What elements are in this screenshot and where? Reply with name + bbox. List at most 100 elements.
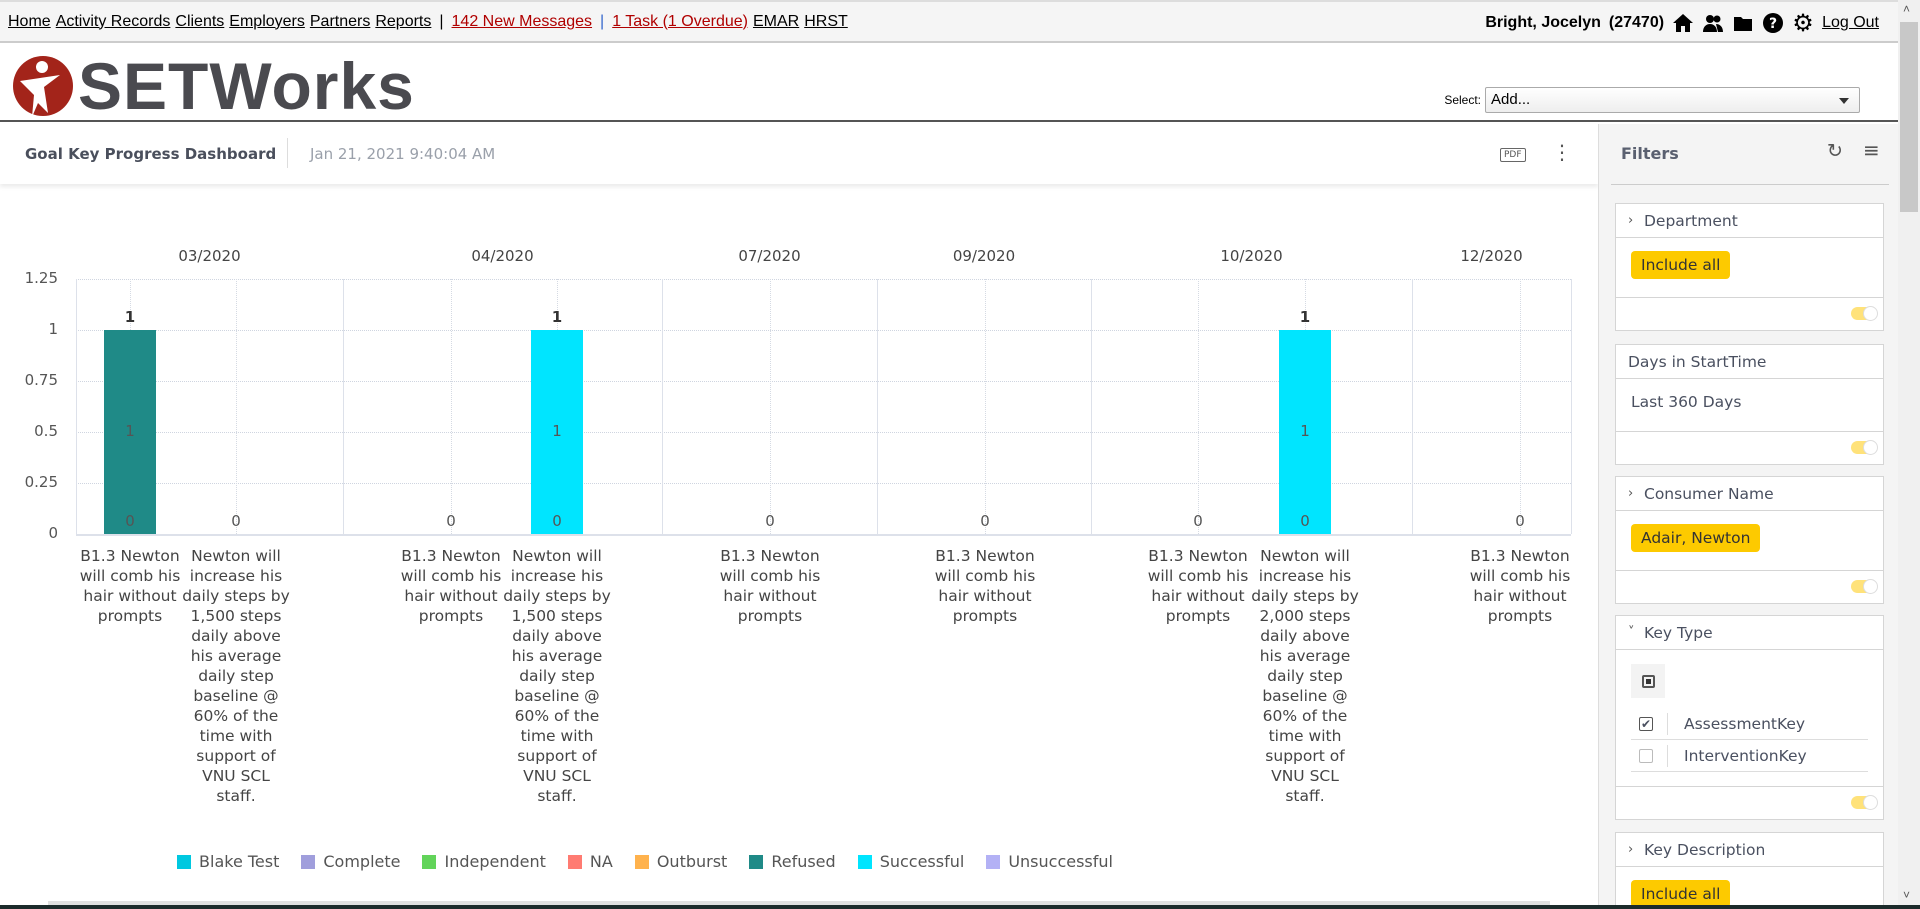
- filter-toggle[interactable]: [1851, 579, 1878, 594]
- period-label: 04/2020: [471, 247, 534, 265]
- bar-mid-label: 1: [1300, 422, 1310, 440]
- filter-toggle[interactable]: [1851, 440, 1878, 455]
- bar-value-label: 0: [765, 512, 775, 530]
- legend-item-unsuccessful[interactable]: Unsuccessful: [986, 852, 1113, 871]
- add-select[interactable]: Add...: [1485, 87, 1860, 113]
- nav-separator: |: [600, 12, 605, 30]
- filter-title: Days in StartTime: [1628, 352, 1767, 371]
- vertical-scrollbar[interactable]: ˄ ˅: [1898, 0, 1920, 906]
- filter-chip[interactable]: Adair, Newton: [1631, 524, 1761, 552]
- nav-tasks[interactable]: 1 Task (1 Overdue): [612, 12, 748, 30]
- svg-text:?: ?: [1769, 16, 1777, 32]
- nav-hrst[interactable]: HRST: [804, 12, 848, 30]
- category-label: B1.3 Newton will comb his hair without p…: [400, 547, 502, 625]
- checkbox-checked-icon[interactable]: ✔: [1639, 716, 1653, 731]
- group-divider: [1091, 279, 1092, 534]
- dashboard-title: Goal Key Progress Dashboard: [25, 145, 277, 163]
- legend-item-na[interactable]: NA: [567, 852, 613, 871]
- filter-toggle[interactable]: [1851, 306, 1878, 321]
- filter-body: Include all: [1616, 238, 1883, 298]
- logout-link[interactable]: Log Out: [1822, 14, 1879, 31]
- pdf-export-button[interactable]: PDF: [1500, 148, 1526, 162]
- legend-swatch: [634, 854, 649, 869]
- scroll-up-icon[interactable]: ˄: [1903, 2, 1911, 16]
- keytype-option-assessment[interactable]: ✔ AssessmentKey: [1631, 708, 1868, 740]
- option-label: AssessmentKey: [1684, 714, 1806, 733]
- group-divider: [877, 279, 878, 534]
- bar-value-label: 1: [124, 308, 136, 326]
- filter-toggle[interactable]: [1851, 795, 1878, 810]
- period-label: 10/2020: [1220, 247, 1283, 265]
- filter-header[interactable]: › Key Description: [1616, 833, 1883, 867]
- legend-label: NA: [589, 852, 613, 871]
- group-divider: [76, 279, 77, 534]
- bar-mid-label: 1: [125, 422, 135, 440]
- help-icon[interactable]: ?: [1762, 12, 1784, 34]
- nav-home[interactable]: Home: [8, 12, 51, 30]
- filter-chip[interactable]: Include all: [1631, 880, 1731, 908]
- select-all-checkbox[interactable]: [1631, 664, 1665, 698]
- category-label: B1.3 Newton will comb his hair without p…: [934, 547, 1036, 625]
- dashboard-timestamp: Jan 21, 2021 9:40:04 AM: [310, 145, 496, 163]
- gridline-horizontal: [76, 279, 1571, 280]
- legend-item-blake-test[interactable]: Blake Test: [177, 852, 279, 871]
- filter-chip[interactable]: Include all: [1631, 251, 1731, 279]
- home-icon[interactable]: [1672, 12, 1694, 34]
- checkbox-unchecked-icon[interactable]: [1639, 748, 1653, 763]
- nav-clients[interactable]: Clients: [175, 12, 225, 30]
- bar-value-label: 0: [446, 512, 456, 530]
- filter-title: Key Description: [1644, 840, 1766, 859]
- legend-item-refused[interactable]: Refused: [749, 852, 836, 871]
- legend-label: Blake Test: [199, 852, 280, 871]
- bar-value-label: 0: [980, 512, 990, 530]
- divider: [1611, 184, 1889, 185]
- nav-emar[interactable]: EMAR: [752, 12, 800, 30]
- gridline-vertical: [985, 279, 986, 534]
- users-icon[interactable]: [1702, 12, 1724, 34]
- scrollbar-thumb[interactable]: [1900, 22, 1918, 212]
- reset-icon[interactable]: ↻: [1827, 140, 1843, 162]
- bar-zero-label: 0: [552, 512, 562, 530]
- legend-label: Unsuccessful: [1008, 852, 1113, 871]
- bar-value-label: 0: [231, 512, 241, 530]
- filter-key-description: › Key Description Include all: [1615, 832, 1884, 909]
- horizontal-scrollbar[interactable]: [48, 901, 1550, 905]
- chart-legend: Blake Test Complete Independent NA Outburst R…: [0, 852, 1290, 871]
- filter-title: Key Type: [1644, 623, 1713, 642]
- gridline-horizontal: [76, 381, 1571, 382]
- category-label: B1.3 Newton will comb his hair without p…: [719, 547, 821, 625]
- nav-messages[interactable]: 142 New Messages: [451, 12, 593, 30]
- nav-reports[interactable]: Reports: [375, 12, 432, 30]
- logo-icon: [13, 56, 73, 117]
- gear-icon[interactable]: ⚙: [1792, 9, 1814, 37]
- user-box: Bright, Jocelyn (27470) ? ⚙ Log Out: [1485, 9, 1884, 37]
- legend-swatch: [177, 854, 192, 869]
- category-label: B1.3 Newton will comb his hair without p…: [1147, 547, 1249, 625]
- y-tick-label: 0: [48, 524, 58, 542]
- filters-title: Filters: [1621, 144, 1679, 163]
- nav-activity-records[interactable]: Activity Records: [55, 12, 171, 30]
- filter-footer: [1616, 298, 1883, 330]
- nav-partners[interactable]: Partners: [309, 12, 371, 30]
- bar-value-label: 0: [1193, 512, 1203, 530]
- legend-item-independent[interactable]: Independent: [422, 852, 546, 871]
- keytype-option-intervention[interactable]: InterventionKey: [1631, 740, 1868, 772]
- more-options-icon[interactable]: ⋮: [1552, 140, 1572, 164]
- filter-value[interactable]: Last 360 Days: [1616, 379, 1883, 432]
- menu-icon[interactable]: ≡: [1863, 138, 1880, 162]
- group-divider: [1412, 279, 1413, 534]
- filter-consumer-name: › Consumer Name Adair, Newton: [1615, 476, 1884, 604]
- filters-panel: Filters ↻ ≡ › Department Include all Days…: [1598, 124, 1898, 909]
- nav-employers[interactable]: Employers: [229, 12, 305, 30]
- filter-header[interactable]: ˅ Key Type: [1616, 616, 1883, 650]
- legend-item-successful[interactable]: Successful: [857, 852, 964, 871]
- gridline-vertical: [1520, 279, 1521, 534]
- category-label: B1.3 Newton will comb his hair without p…: [1469, 547, 1571, 625]
- scroll-down-icon[interactable]: ˅: [1903, 888, 1911, 902]
- folder-icon[interactable]: [1732, 12, 1754, 34]
- filter-header[interactable]: › Consumer Name: [1616, 477, 1883, 511]
- filter-header[interactable]: › Department: [1616, 204, 1883, 238]
- filter-title: Consumer Name: [1644, 484, 1774, 503]
- legend-item-complete[interactable]: Complete: [301, 852, 400, 871]
- legend-item-outburst[interactable]: Outburst: [634, 852, 727, 871]
